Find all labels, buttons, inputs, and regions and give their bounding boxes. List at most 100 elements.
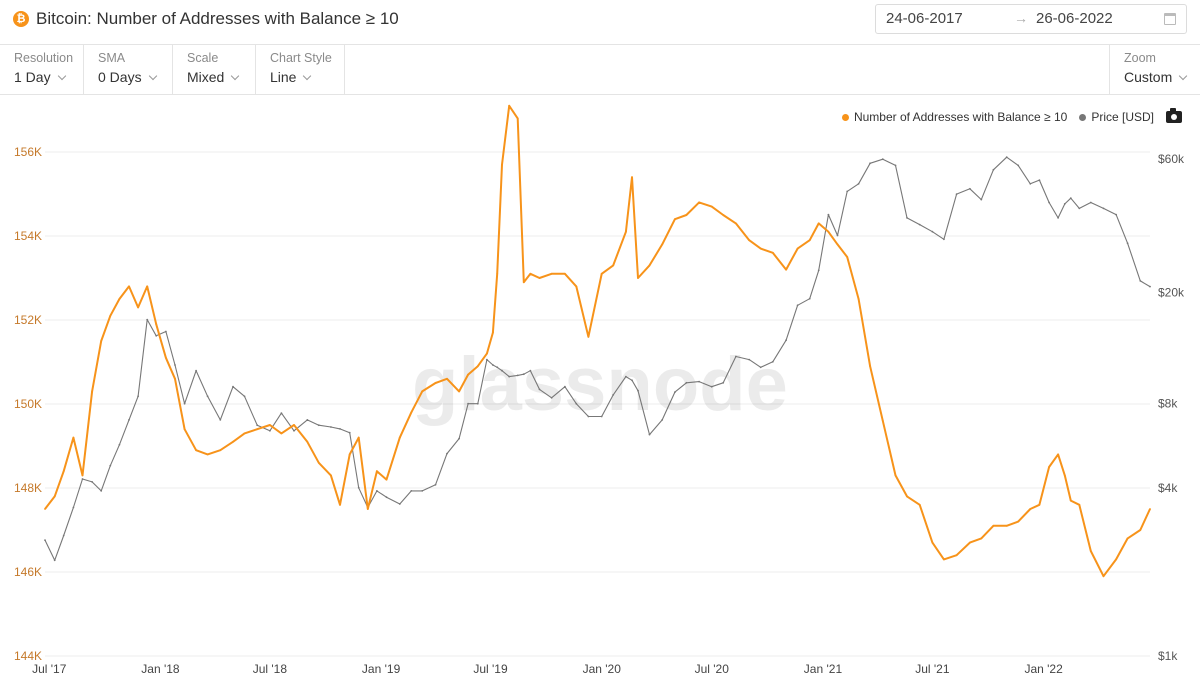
chart-style-select[interactable]: Chart Style Line: [256, 45, 345, 94]
addresses-line-point: [243, 432, 246, 435]
addresses-line-point: [674, 218, 676, 221]
chart-toolbar: Resolution 1 Day SMA 0 Days Scale Mixed …: [0, 45, 1200, 95]
price-line-point: [398, 503, 401, 505]
addresses-line-point: [183, 428, 186, 431]
price-line-point: [137, 395, 140, 398]
scale-value[interactable]: Mixed: [187, 69, 240, 85]
price-line-point: [827, 213, 830, 216]
x-tick-label: Jan '22: [1024, 662, 1063, 676]
sma-value[interactable]: 0 Days: [98, 69, 157, 85]
addresses-line-point: [808, 239, 811, 242]
addresses-line-point: [1149, 508, 1151, 510]
legend-dot-price: [1079, 113, 1087, 121]
price-line-point: [722, 381, 725, 384]
addresses-line-point: [587, 335, 590, 338]
addresses-line-point: [376, 470, 378, 473]
y-right-tick-label: $4k: [1158, 481, 1178, 495]
price-line-point: [1089, 201, 1092, 204]
addresses-line-point: [516, 117, 519, 120]
legend-label-price: Price [USD]: [1091, 110, 1154, 124]
price-line-point: [81, 478, 84, 480]
addresses-line-point: [1115, 558, 1117, 561]
price-line-point: [1102, 207, 1105, 210]
addresses-line-point: [330, 474, 332, 477]
price-line-point: [376, 490, 378, 492]
price-line-point: [1029, 182, 1032, 185]
addresses-line-point: [501, 163, 503, 166]
price-line-point: [808, 297, 811, 300]
chart-style-value[interactable]: Line: [270, 69, 312, 85]
price-line-point: [62, 534, 65, 537]
addresses-line-point: [612, 264, 615, 267]
zoom-select[interactable]: Zoom Custom: [1109, 45, 1200, 94]
price-line-point: [710, 385, 713, 388]
addresses-line-point: [955, 554, 958, 557]
addresses-line-point: [62, 470, 65, 473]
addresses-line-point: [348, 453, 351, 456]
addresses-line-point: [906, 495, 908, 498]
price-line-point: [434, 483, 437, 486]
addresses-line-point: [146, 285, 149, 288]
price-line-point: [674, 391, 676, 393]
date-range-picker[interactable]: 24-06-2017 → 26-06-2022: [875, 4, 1187, 34]
x-tick-label: Jan '18: [141, 662, 180, 676]
price-line-point: [516, 374, 519, 377]
resolution-label: Resolution: [14, 51, 74, 65]
addresses-line-point: [155, 323, 158, 326]
legend-item-price[interactable]: Price [USD]: [1079, 110, 1154, 124]
price-line-point: [857, 182, 860, 185]
price-line-point: [293, 429, 295, 432]
price-line-point: [508, 375, 511, 378]
x-tick-label: Jul '20: [695, 662, 730, 676]
camera-icon[interactable]: [1166, 108, 1182, 123]
price-line-point: [195, 369, 198, 372]
addresses-line-point: [366, 508, 369, 510]
price-line-point: [881, 158, 884, 161]
resolution-value-text: 1 Day: [14, 69, 51, 85]
addresses-line-point: [458, 390, 460, 393]
addresses-line-point: [992, 524, 995, 527]
scale-select[interactable]: Scale Mixed: [173, 45, 256, 94]
addresses-line-point: [600, 272, 603, 275]
addresses-line-point: [529, 272, 532, 275]
price-line-point: [522, 373, 525, 376]
zoom-label: Zoom: [1124, 51, 1156, 65]
addresses-line-point: [434, 382, 437, 384]
x-tick-label: Jul '21: [915, 662, 950, 676]
price-line-point: [91, 481, 93, 483]
sma-select[interactable]: SMA 0 Days: [84, 45, 173, 94]
price-line-point: [1149, 285, 1151, 288]
price-line-point: [339, 428, 341, 430]
price-line-point: [446, 452, 448, 455]
addresses-line-point: [446, 377, 448, 380]
price-line-point: [1126, 242, 1129, 245]
addresses-line-point: [339, 503, 341, 506]
price-line-point: [385, 496, 388, 499]
chart-style-label: Chart Style: [270, 51, 332, 65]
price-line-point: [1115, 213, 1117, 216]
addresses-line-point: [137, 306, 140, 309]
addresses-line-point: [174, 377, 176, 380]
legend-item-addresses[interactable]: Number of Addresses with Balance ≥ 10: [841, 110, 1067, 124]
addresses-line-point: [1102, 575, 1105, 578]
price-line-point: [550, 396, 553, 399]
x-tick-label: Jan '20: [583, 662, 622, 676]
date-to-input[interactable]: 26-06-2022: [1036, 10, 1113, 27]
zoom-value[interactable]: Custom: [1124, 69, 1188, 85]
date-from-input[interactable]: 24-06-2017: [886, 10, 963, 27]
addresses-line-point: [1029, 508, 1032, 510]
addresses-line-point: [91, 390, 93, 393]
addresses-line-point: [1063, 474, 1066, 477]
addresses-line-point: [522, 281, 525, 284]
price-line-point: [232, 385, 234, 388]
price-line-point: [317, 424, 320, 427]
calendar-icon[interactable]: [1164, 13, 1176, 25]
addresses-line-point: [943, 558, 945, 561]
resolution-select[interactable]: Resolution 1 Day: [0, 45, 84, 94]
addresses-line-point: [357, 436, 360, 439]
price-line-point: [980, 198, 983, 201]
resolution-value[interactable]: 1 Day: [14, 69, 66, 85]
price-line-point: [256, 424, 259, 427]
addresses-line-point: [109, 314, 112, 317]
